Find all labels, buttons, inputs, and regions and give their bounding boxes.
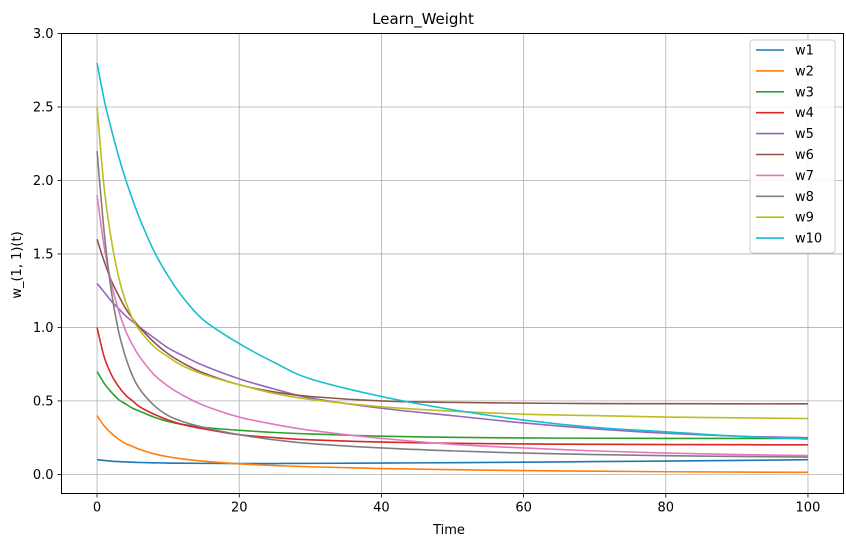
x-tick-label: 60 xyxy=(515,501,532,516)
y-tick-label: 0.5 xyxy=(33,394,54,409)
series-line-w6 xyxy=(96,239,808,405)
legend: w1 w2 w3 w4 w5 w6 w7 w8 w9 w10 xyxy=(749,39,836,254)
series-line-w1 xyxy=(96,458,808,465)
legend-label: w1 xyxy=(795,44,814,59)
series-line-w4 xyxy=(96,327,808,446)
y-tick-label: 1.5 xyxy=(33,247,54,262)
y-axis-ticks: 0.0 0.5 1.0 1.5 2.0 2.5 3.0 xyxy=(33,27,62,483)
y-axis-label: w_(1, 1)(t) xyxy=(10,231,25,298)
series-line-w2 xyxy=(96,415,808,474)
series-line-w10 xyxy=(96,62,808,440)
y-tick-label: 0.0 xyxy=(33,468,54,483)
series-line-w3 xyxy=(96,371,808,440)
chart-title: Learn_Weight xyxy=(372,10,474,29)
x-axis-label: Time xyxy=(432,523,465,538)
x-tick-label: 20 xyxy=(231,501,248,516)
series-line-w5 xyxy=(96,282,808,439)
series-line-w8 xyxy=(96,151,808,458)
y-tick-label: 2.5 xyxy=(33,100,54,115)
x-tick-label: 0 xyxy=(93,501,101,516)
y-tick-label: 3.0 xyxy=(33,27,54,42)
plot-frame xyxy=(61,33,844,494)
series-line-w9 xyxy=(96,106,808,420)
legend-label: w6 xyxy=(795,148,814,163)
legend-label: w3 xyxy=(795,85,814,100)
legend-label: w10 xyxy=(795,232,822,247)
x-axis-ticks: 0 20 40 60 80 100 xyxy=(93,493,821,516)
y-tick-label: 2.0 xyxy=(33,174,54,189)
legend-label: w2 xyxy=(795,64,814,79)
x-tick-label: 80 xyxy=(657,501,674,516)
legend-label: w8 xyxy=(795,190,814,205)
y-tick-label: 1.0 xyxy=(33,321,54,336)
x-tick-label: 100 xyxy=(796,501,821,516)
legend-label: w9 xyxy=(795,211,814,226)
legend-label: w7 xyxy=(795,169,814,184)
legend-label: w5 xyxy=(795,127,814,142)
series-lines xyxy=(96,62,808,474)
series-line-w7 xyxy=(96,195,808,457)
legend-box xyxy=(749,39,836,254)
x-tick-label: 40 xyxy=(373,501,390,516)
legend-label: w4 xyxy=(795,106,814,121)
